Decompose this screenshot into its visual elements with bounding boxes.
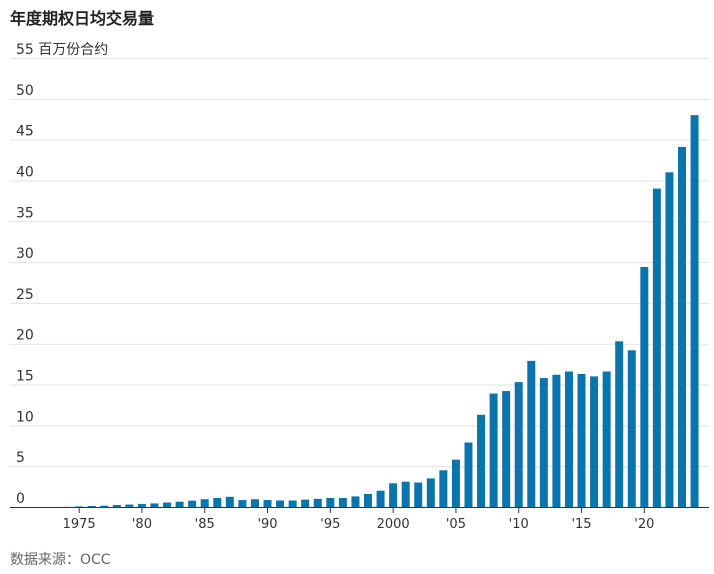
bars (62, 115, 699, 508)
source-note: 数据来源：OCC (10, 552, 111, 568)
x-tick-label-1980: '80 (132, 517, 152, 532)
x-tick-label-1995: '95 (320, 517, 340, 532)
y-tick-label-25: 25 (16, 287, 34, 303)
y-ticks: 0 5 10 15 20 25 30 35 40 45 50 55 百万份合约 (16, 42, 108, 507)
bar-1975 (75, 506, 84, 507)
bar-2006 (464, 442, 473, 507)
bar-1996 (338, 498, 347, 507)
y-tick-label-45: 45 (16, 124, 34, 140)
bar-1994 (313, 498, 322, 507)
x-tick-label-2020: '20 (634, 517, 654, 532)
bar-2011 (527, 360, 536, 507)
bar-1985 (200, 499, 209, 507)
bar-1977 (100, 505, 109, 507)
bar-2010 (514, 382, 523, 507)
bar-1983 (175, 501, 184, 507)
x-tick-label-2015: '15 (571, 517, 591, 532)
bar-2020 (640, 266, 649, 507)
bar-2004 (439, 470, 448, 507)
bar-2024 (690, 115, 699, 508)
bar-1976 (87, 505, 96, 507)
bar-1993 (301, 499, 310, 507)
x-ticks: 1975 '80 '85 '90 '95 2000 '05 '10 '15 '20 (63, 507, 654, 532)
bar-2000 (389, 483, 398, 507)
bar-2003 (426, 478, 435, 507)
y-tick-label-35: 35 (16, 205, 34, 221)
chart-title: 年度期权日均交易量 (10, 9, 155, 28)
bar-2012 (539, 378, 548, 507)
x-tick-label-1990: '90 (257, 517, 277, 532)
bar-2007 (477, 414, 486, 507)
x-tick-label-2000: 2000 (377, 517, 410, 532)
bar-1988 (238, 500, 247, 507)
bar-2023 (678, 146, 686, 508)
bar-1984 (188, 500, 197, 507)
bar-2021 (652, 188, 661, 507)
bar-1990 (263, 500, 272, 507)
y-tick-label-5: 5 (16, 450, 25, 466)
bar-1981 (150, 503, 159, 507)
bar-2014 (564, 371, 573, 507)
y-tick-label-10: 10 (16, 409, 34, 425)
bar-1992 (288, 500, 297, 507)
bar-1999 (376, 490, 385, 507)
bar-2018 (615, 341, 624, 507)
bar-1998 (364, 493, 372, 507)
x-tick-label-1975: 1975 (63, 517, 96, 532)
bar-2005 (451, 459, 460, 507)
bar-1991 (276, 500, 285, 507)
bar-1989 (250, 499, 259, 507)
y-tick-label-50: 50 (16, 83, 34, 99)
y-tick-label-15: 15 (16, 369, 34, 385)
y-tick-label-30: 30 (16, 246, 34, 262)
bar-1987 (225, 496, 234, 507)
bar-2022 (665, 172, 674, 508)
bar-2017 (602, 371, 611, 507)
bar-2002 (414, 482, 423, 507)
bar-2008 (489, 393, 498, 507)
y-tick-label-55: 55 百万份合约 (16, 42, 108, 58)
bar-1995 (326, 498, 335, 507)
bar-2009 (502, 391, 511, 507)
bar-2019 (627, 350, 636, 507)
x-tick-label-1985: '85 (195, 517, 215, 532)
bar-1986 (213, 498, 222, 507)
y-tick-label-0: 0 (16, 491, 25, 507)
x-tick-label-2010: '10 (509, 517, 529, 532)
bar-1978 (112, 504, 121, 507)
bar-2013 (552, 374, 561, 507)
bar-1982 (163, 502, 172, 507)
bar-1997 (351, 496, 360, 507)
bar-1980 (137, 503, 146, 507)
bar-1979 (125, 504, 134, 507)
y-tick-label-20: 20 (16, 328, 34, 344)
bar-2016 (590, 376, 599, 507)
bar-2015 (577, 373, 586, 507)
bar-2001 (401, 481, 410, 507)
x-tick-label-2005: '05 (446, 517, 466, 532)
y-tick-label-40: 40 (16, 164, 34, 180)
